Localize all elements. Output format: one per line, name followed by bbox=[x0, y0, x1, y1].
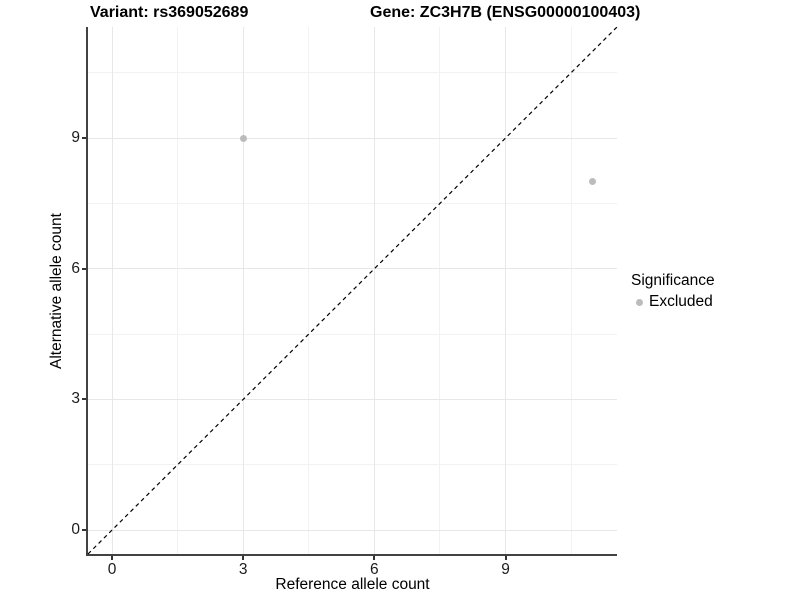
y-tick-label: 6 bbox=[71, 259, 80, 277]
x-tick-label: 0 bbox=[107, 561, 117, 578]
x-tick-label: 9 bbox=[501, 561, 510, 578]
x-tick-label: 3 bbox=[238, 561, 248, 578]
y-axis-title: Alternative allele count bbox=[48, 213, 65, 369]
y-axis-line bbox=[86, 27, 88, 556]
plot-panel: 0 0 3 3 6 6 9 9 bbox=[71, 26, 618, 578]
y-axis-tick bbox=[82, 267, 86, 270]
plot-title-gene: Gene: ZC3H7B (ENSG00000100403) bbox=[370, 4, 641, 21]
legend-item-excluded: Excluded bbox=[631, 293, 715, 311]
y-tick-label: 0 bbox=[71, 521, 80, 539]
y-axis-tick bbox=[82, 529, 86, 532]
y-axis-tick bbox=[82, 137, 86, 140]
legend-point-icon bbox=[636, 298, 643, 306]
x-axis-title: Reference allele count bbox=[275, 576, 430, 593]
legend: Significance Excluded bbox=[631, 271, 715, 311]
x-axis-tick bbox=[373, 556, 376, 560]
y-axis-tick bbox=[82, 398, 86, 401]
x-axis-tick bbox=[504, 556, 507, 560]
legend-title: Significance bbox=[631, 272, 715, 289]
y-tick-label: 3 bbox=[71, 390, 80, 408]
legend-item-label: Excluded bbox=[649, 293, 713, 310]
x-axis-line bbox=[86, 554, 617, 556]
data-point bbox=[589, 178, 597, 186]
plot-title-variant: Variant: rs369052689 bbox=[90, 4, 249, 21]
x-axis-tick bbox=[242, 556, 245, 560]
x-axis-tick bbox=[111, 556, 114, 560]
data-point bbox=[239, 134, 247, 142]
identity-line bbox=[87, 26, 618, 555]
x-tick-label: 6 bbox=[370, 561, 379, 578]
y-tick-label: 9 bbox=[71, 129, 80, 147]
